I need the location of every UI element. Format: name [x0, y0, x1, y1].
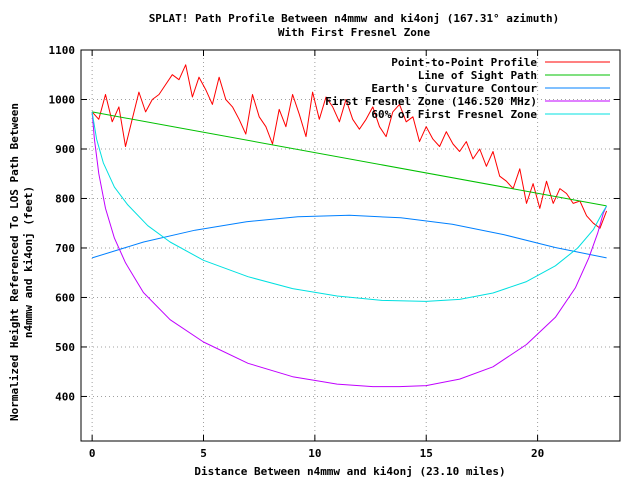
grid-lines	[81, 49, 620, 441]
legend-label-point-to-point-profile: Point-to-Point Profile	[391, 56, 537, 69]
x-axis-ticks: 0 5 10 15 20	[89, 50, 544, 460]
series-line-line-of-sight-path	[92, 111, 607, 207]
chart-title-line2: With First Fresnel Zone	[278, 26, 431, 39]
y-tick-label: 1100	[49, 44, 76, 57]
legend-label-60-of-first-fresnel-zone: 60% of First Fresnel Zone	[371, 108, 537, 121]
x-tick-label: 10	[308, 447, 321, 460]
data-series	[91, 64, 608, 388]
chart-title-line1: SPLAT! Path Profile Between n4mmw and ki…	[149, 12, 560, 25]
x-tick-label: 20	[531, 447, 544, 460]
y-tick-label: 1000	[49, 93, 76, 106]
series-line-60-of-first-fresnel-zone	[91, 111, 608, 302]
x-tick-label: 0	[89, 447, 96, 460]
y-tick-label: 400	[55, 390, 75, 403]
x-axis-label: Distance Between n4mmw and ki4onj (23.10…	[194, 465, 505, 478]
y-tick-label: 900	[55, 143, 75, 156]
y-tick-label: 500	[55, 341, 75, 354]
x-tick-label: 15	[420, 447, 433, 460]
legend-label-line-of-sight-path: Line of Sight Path	[418, 69, 537, 82]
y-axis-ticks: 400 500 600 700 800 900 1000 1100	[49, 44, 620, 403]
legend-label-first-fresnel-zone-146-520-mhz: First Fresnel Zone (146.520 MHz)	[325, 95, 537, 108]
series-line-point-to-point-profile	[91, 64, 608, 229]
legend-label-earth-s-curvature-contour: Earth's Curvature Contour	[371, 82, 537, 95]
series-line-first-fresnel-zone-146-520-mhz	[91, 111, 608, 388]
y-axis-label-line2: n4mmw and ki4onj (feet)	[22, 186, 35, 338]
plot-area-border	[80, 49, 621, 442]
y-axis-label-line1: Normalized Height Referenced To LOS Path…	[8, 103, 21, 421]
y-tick-label: 800	[55, 192, 75, 205]
x-tick-label: 5	[200, 447, 207, 460]
y-tick-label: 600	[55, 291, 75, 304]
series-line-earth-s-curvature-contour	[91, 214, 607, 259]
y-tick-label: 700	[55, 242, 75, 255]
